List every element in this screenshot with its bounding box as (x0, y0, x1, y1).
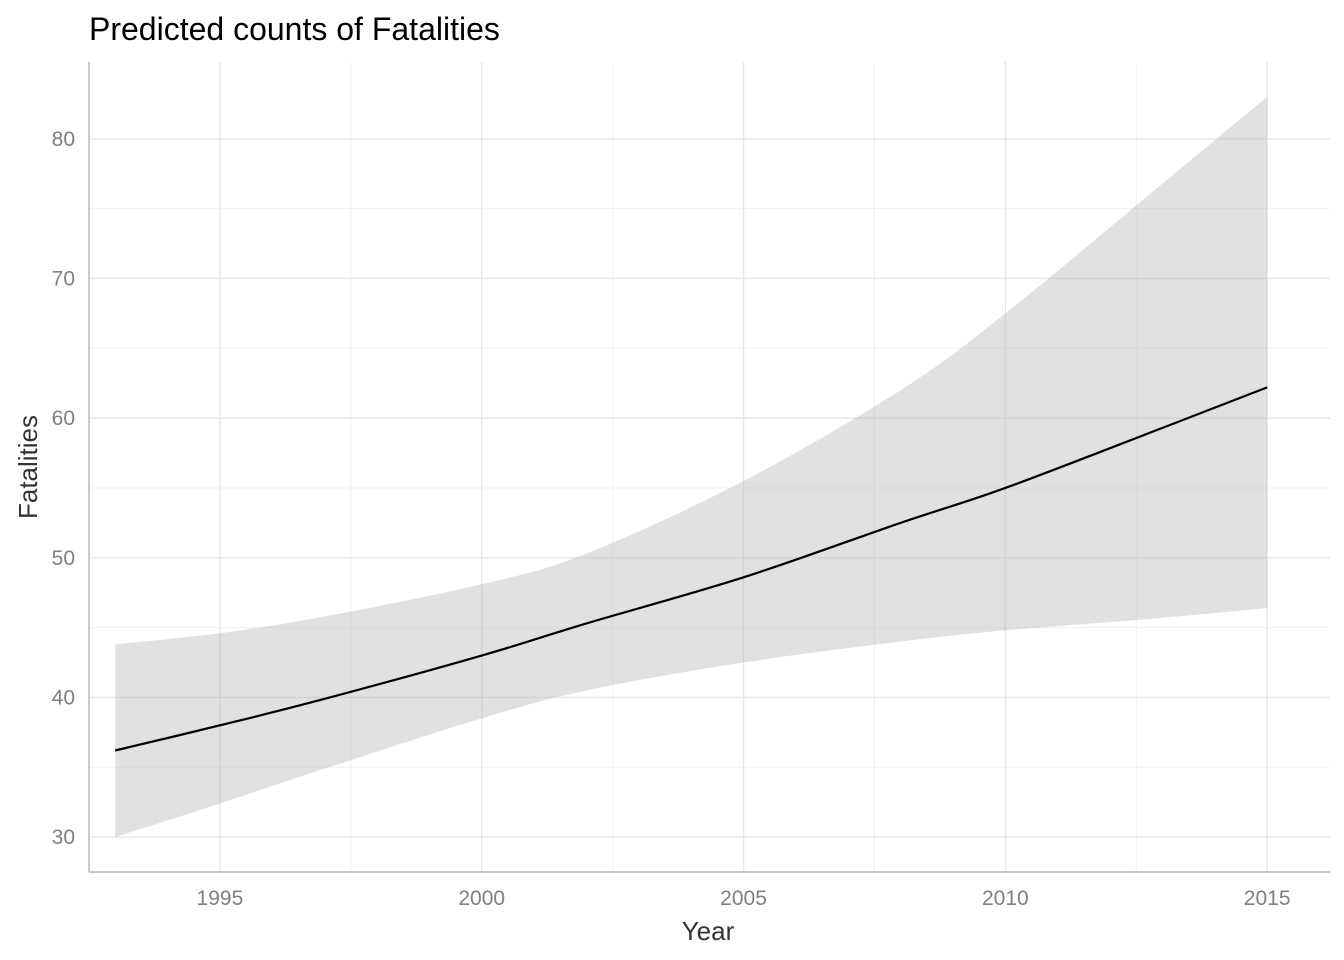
y-tick-label: 30 (52, 826, 75, 849)
y-tick-labels: 30 40 50 60 70 80 (52, 128, 75, 849)
y-tick-label: 60 (52, 407, 75, 430)
x-tick-labels: 1995 2000 2005 2010 2015 (197, 887, 1291, 910)
x-tick-label: 1995 (197, 887, 244, 910)
x-tick-label: 2015 (1244, 887, 1291, 910)
x-tick-label: 2005 (720, 887, 767, 910)
confidence-band-layer (115, 96, 1268, 838)
axes (88, 62, 1330, 873)
minor-gridlines (88, 62, 1330, 872)
confidence-band (115, 96, 1268, 838)
predicted-line (114, 386, 1268, 752)
y-tick-label: 40 (52, 686, 75, 709)
y-tick-label: 50 (52, 547, 75, 570)
x-tick-label: 2010 (982, 887, 1029, 910)
y-tick-label: 80 (52, 128, 75, 151)
y-axis-title: Fatalities (13, 415, 43, 519)
fit-line-layer (114, 386, 1268, 752)
chart-title: Predicted counts of Fatalities (89, 11, 500, 47)
x-axis-title: Year (682, 916, 735, 946)
x-tick-label: 2000 (458, 887, 505, 910)
major-gridlines (89, 62, 1330, 872)
y-tick-label: 70 (52, 267, 75, 290)
